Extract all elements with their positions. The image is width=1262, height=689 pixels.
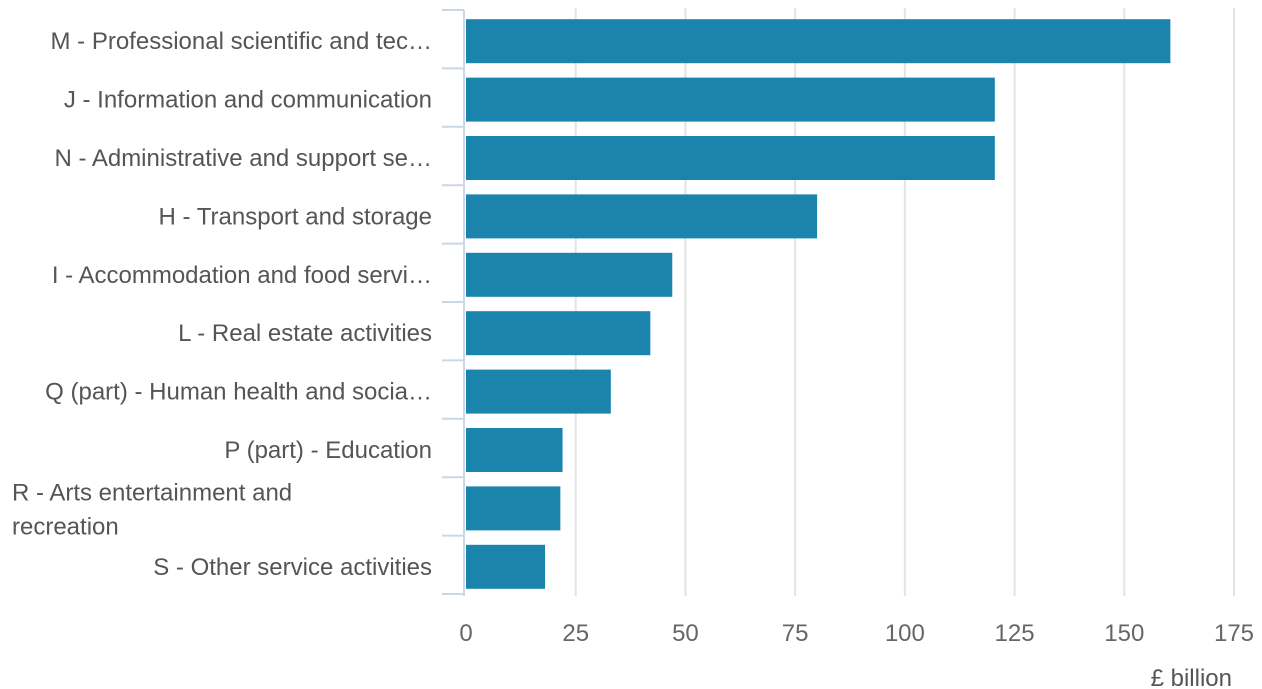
bar[interactable] — [466, 194, 818, 239]
bar[interactable] — [466, 252, 673, 297]
category-label: M - Professional scientific and tec… — [51, 28, 432, 55]
x-tick-label: 75 — [782, 620, 809, 647]
bars — [466, 19, 1171, 589]
x-tick-label: 150 — [1104, 620, 1144, 647]
x-tick-label: 100 — [885, 620, 925, 647]
x-tick-label: 175 — [1214, 620, 1254, 647]
x-tick-labels: 0 25 50 75 100 125 150 175 — [459, 620, 1254, 647]
category-label: P (part) - Education — [224, 437, 432, 464]
bar[interactable] — [466, 544, 545, 589]
x-axis-title: £ billion — [1151, 665, 1232, 689]
bar[interactable] — [466, 369, 611, 414]
category-label: L - Real estate activities — [178, 320, 432, 347]
category-label: J - Information and communication — [64, 87, 432, 114]
category-label: R - Arts entertainment and recreation — [12, 479, 292, 540]
bar[interactable] — [466, 136, 995, 180]
category-label: N - Administrative and support se… — [55, 145, 433, 172]
bar[interactable] — [466, 311, 651, 356]
category-axis — [442, 9, 465, 596]
bar[interactable] — [466, 19, 1171, 64]
bar[interactable] — [466, 486, 561, 531]
x-tick-label: 125 — [995, 620, 1035, 647]
x-tick-label: 50 — [672, 620, 699, 647]
x-tick-label: 25 — [562, 620, 589, 647]
category-label: I - Accommodation and food servi… — [52, 262, 432, 289]
category-label: S - Other service activities — [153, 554, 432, 581]
bar[interactable] — [466, 428, 563, 472]
category-label: Q (part) - Human health and socia… — [45, 379, 432, 406]
x-tick-label: 0 — [459, 620, 472, 647]
category-label: H - Transport and storage — [159, 203, 432, 230]
bar[interactable] — [466, 77, 995, 122]
category-labels: M - Professional scientific and tec… J - … — [12, 28, 432, 581]
